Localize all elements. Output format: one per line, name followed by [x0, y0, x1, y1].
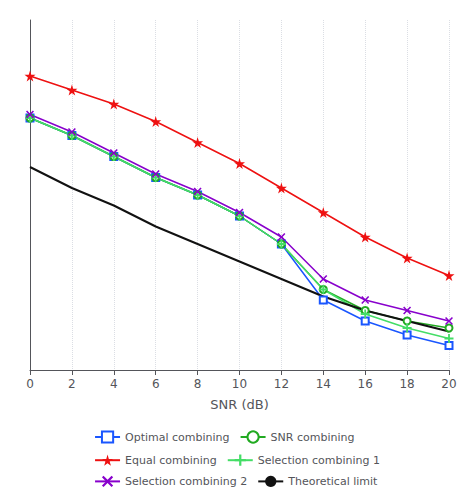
svg-text:4: 4 [110, 377, 118, 391]
svg-text:6: 6 [152, 377, 160, 391]
svg-text:SNR (dB): SNR (dB) [210, 397, 268, 412]
svg-text:18: 18 [399, 377, 414, 391]
svg-text:SNR combining: SNR combining [271, 431, 355, 444]
svg-text:20: 20 [441, 377, 456, 391]
svg-text:16: 16 [358, 377, 373, 391]
svg-text:14: 14 [316, 377, 331, 391]
svg-text:Selection combining 2: Selection combining 2 [125, 475, 247, 488]
svg-text:Optimal combining: Optimal combining [125, 431, 230, 444]
svg-text:10: 10 [232, 377, 247, 391]
svg-text:2: 2 [68, 377, 76, 391]
svg-text:12: 12 [274, 377, 289, 391]
svg-text:Theoretical limit: Theoretical limit [287, 475, 378, 488]
svg-text:8: 8 [194, 377, 202, 391]
svg-text:Equal combining: Equal combining [125, 454, 217, 467]
svg-text:Selection combining 1: Selection combining 1 [258, 454, 380, 467]
svg-text:0: 0 [26, 377, 34, 391]
